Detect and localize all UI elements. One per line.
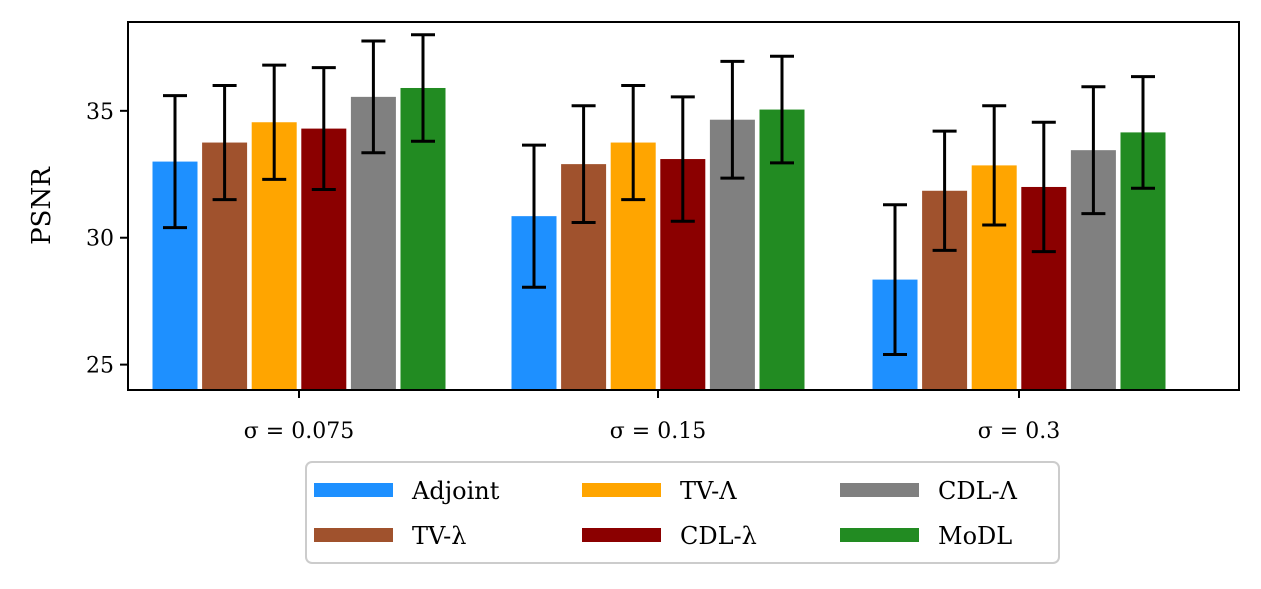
error-bar — [262, 63, 287, 181]
error-bar — [720, 59, 745, 180]
y-axis: 25 30 35 — [86, 100, 128, 379]
error-bar — [1081, 85, 1106, 216]
legend-swatch — [582, 528, 661, 542]
error-bar — [1131, 75, 1155, 190]
x-axis: σ = 0.075 σ = 0.15 σ = 0.3 — [244, 390, 1060, 444]
error-bar — [1031, 120, 1056, 254]
error-bar — [982, 104, 1007, 227]
plot-area — [152, 33, 1166, 391]
error-bar — [770, 54, 794, 165]
error-bar — [621, 83, 646, 202]
error-bar — [571, 104, 596, 224]
error-bar — [361, 39, 386, 155]
legend-label: Adjoint — [411, 477, 500, 505]
y-axis-label: PSNR — [27, 166, 57, 245]
y-tick-label: 25 — [86, 354, 114, 379]
legend-swatch — [840, 528, 919, 542]
legend-item: MoDL — [840, 522, 1012, 550]
error-bar — [163, 94, 187, 230]
x-tick-label: σ = 0.075 — [244, 419, 354, 444]
y-tick-label: 30 — [86, 227, 114, 252]
y-tick-label: 35 — [86, 100, 114, 125]
legend-item: TV-λ — [314, 522, 466, 550]
legend-swatch — [582, 483, 661, 497]
error-bar — [883, 203, 907, 356]
axes-frame — [127, 21, 1240, 391]
legend-label: CDL-λ — [680, 522, 757, 550]
legend-item: CDL-λ — [582, 522, 757, 550]
legend-label: TV-Λ — [680, 477, 737, 505]
legend-swatch — [314, 483, 393, 497]
legend-item: TV-Λ — [582, 477, 737, 505]
legend-swatch — [840, 483, 919, 497]
legend-item: Adjoint — [314, 477, 500, 505]
legend-label: CDL-Λ — [938, 477, 1018, 505]
legend-swatch — [314, 528, 393, 542]
error-bar — [411, 33, 435, 143]
legend: Adjoint TV-λ TV-Λ CDL-λ CDL-Λ MoDL — [305, 461, 1060, 564]
error-bar — [311, 66, 336, 192]
error-bar — [932, 129, 957, 252]
error-bar — [670, 95, 695, 223]
legend-item: CDL-Λ — [840, 477, 1018, 505]
legend-label: MoDL — [938, 522, 1012, 550]
error-bar — [212, 83, 237, 202]
x-tick-label: σ = 0.15 — [610, 419, 706, 444]
error-bar — [522, 143, 546, 289]
legend-label: TV-λ — [412, 522, 466, 550]
x-tick-label: σ = 0.3 — [978, 419, 1060, 444]
